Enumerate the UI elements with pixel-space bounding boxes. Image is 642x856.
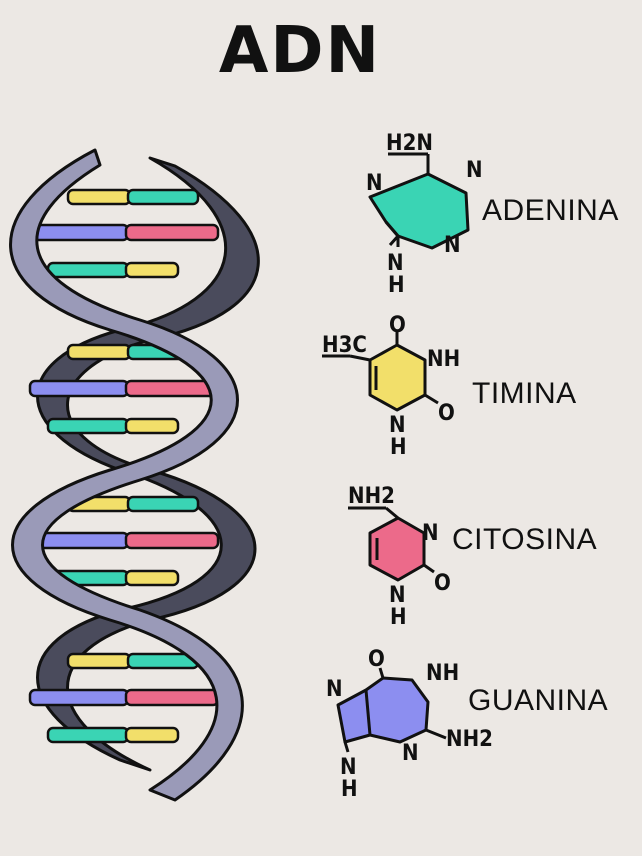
- timina-label: TIMINA: [472, 377, 577, 410]
- timina-o-top: O: [389, 313, 406, 338]
- adenina-n-top-right: N: [466, 158, 483, 183]
- guanina-n-left: N: [326, 677, 343, 702]
- timina-n-bottom: N: [389, 413, 406, 438]
- guanina-nh2: NH2: [446, 727, 493, 752]
- citosina-structure: [348, 506, 435, 582]
- adenina-structure: [368, 152, 470, 250]
- adenina-h2n: H2N: [386, 131, 433, 156]
- adenina-h-bottom: H: [388, 273, 405, 298]
- citosina-n-bottom: N: [389, 583, 406, 608]
- adenina-n-right: N: [444, 233, 461, 258]
- guanina-n-bottom-mid: N: [402, 741, 419, 766]
- citosina-nh2: NH2: [348, 484, 395, 509]
- adenina-n-top-left: N: [366, 171, 383, 196]
- timina-ring: [368, 343, 427, 412]
- timina-nh: NH: [427, 347, 460, 372]
- guanina-o-top: O: [368, 647, 385, 672]
- dna-helix: [9, 148, 260, 802]
- citosina-ring: [368, 516, 426, 582]
- adenina-n-bottom: N: [387, 251, 404, 276]
- citosina-o-right: O: [434, 571, 451, 596]
- citosina-label: CITOSINA: [452, 523, 597, 556]
- guanina-ring: [336, 676, 430, 744]
- adenina-label: ADENINA: [482, 194, 619, 227]
- guanina-structure: [336, 667, 447, 753]
- timina-o-right: O: [438, 401, 455, 426]
- timina-h-bottom: H: [390, 435, 407, 460]
- citosina-n-right: N: [422, 521, 439, 546]
- citosina-h-bottom: H: [390, 605, 407, 630]
- timina-structure: [322, 332, 439, 412]
- guanina-h-bottom: H: [341, 777, 358, 802]
- back-strand: [36, 156, 260, 772]
- front-strand: [9, 148, 244, 802]
- base-pairs: [28, 188, 220, 744]
- timina-h3c: H3C: [322, 333, 367, 358]
- guanina-n-bottom: N: [340, 755, 357, 780]
- page-title: ADN: [218, 14, 382, 88]
- guanina-label: GUANINA: [468, 684, 608, 717]
- guanina-nh: NH: [426, 661, 459, 686]
